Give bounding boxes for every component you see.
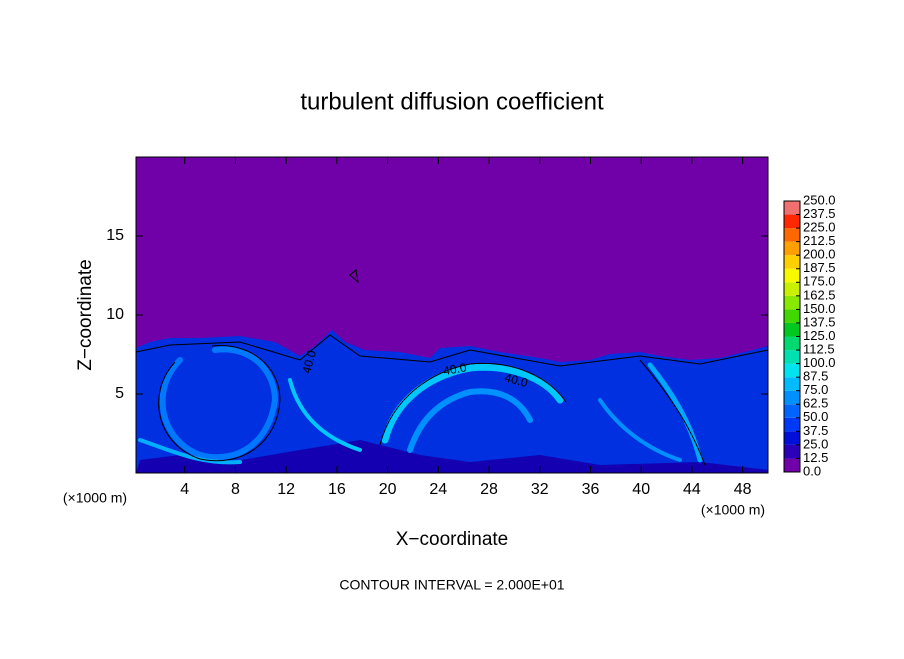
field-streaks: [138, 346, 703, 465]
colorbar-swatch: [784, 201, 800, 215]
colorbar-label: 37.5: [803, 423, 828, 438]
colorbar-label: 175.0: [803, 274, 836, 289]
field: [136, 157, 768, 473]
y-tick-label: 5: [115, 385, 124, 402]
colorbar-label: 137.5: [803, 314, 836, 329]
colorbar-swatch: [784, 377, 800, 391]
colorbar-swatch: [784, 309, 800, 323]
contour-label: 40.0: [299, 348, 319, 374]
x-unit-label: (×1000 m): [701, 502, 765, 518]
chart-title: turbulent diffusion coefficient: [300, 88, 604, 115]
colorbar-swatch: [784, 214, 800, 229]
colorbar-label: 237.5: [803, 206, 836, 221]
x-tick-label: 4: [180, 481, 189, 498]
y-axis-label: Z−coordinate: [75, 259, 96, 370]
colorbar-label: 125.0: [803, 328, 836, 343]
colorbar-label: 112.5: [803, 341, 835, 356]
contour-lines: [136, 269, 768, 466]
colorbar-label: 100.0: [803, 355, 836, 370]
y-tick-label: 15: [106, 227, 124, 244]
colorbar-swatch: [784, 255, 800, 269]
colorbar-label: 225.0: [803, 220, 836, 235]
colorbar-label: 25.0: [803, 436, 828, 451]
colorbar-label: 162.5: [803, 287, 836, 302]
x-tick-label: 36: [582, 481, 600, 498]
colorbar-label: 200.0: [803, 247, 836, 262]
footnote: CONTOUR INTERVAL = 2.000E+01: [339, 577, 564, 593]
contour-label: 40.0: [503, 370, 529, 390]
colorbar-swatch: [784, 363, 800, 378]
x-axis-label: X−coordinate: [396, 529, 509, 550]
colorbar-swatch: [784, 241, 800, 256]
x-tick-label: 20: [379, 481, 397, 498]
x-tick-label: 24: [429, 481, 447, 498]
x-tick-label: 16: [328, 481, 346, 498]
colorbar-label: 87.5: [803, 369, 828, 384]
x-tick-label: 12: [277, 481, 295, 498]
x-tick-label: 48: [734, 481, 752, 498]
colorbar-label: 62.5: [803, 396, 828, 411]
colorbar-swatch: [784, 458, 800, 472]
colorbar-label: 0.0: [803, 463, 821, 478]
y-tick-label: 10: [106, 306, 124, 323]
colorbar-swatch: [784, 390, 800, 405]
colorbar-label: 50.0: [803, 409, 828, 424]
colorbar-swatch: [784, 322, 800, 337]
contour-label: 40.0: [442, 360, 468, 378]
x-tick-label: 28: [480, 481, 498, 498]
x-tick-label: 40: [632, 481, 650, 498]
colorbar-swatch: [784, 444, 800, 459]
colorbar-swatch: [784, 282, 800, 296]
colorbar-swatch: [784, 295, 800, 310]
colorbar-swatch: [784, 404, 800, 418]
x-tick-label: 32: [531, 481, 549, 498]
z-unit-label: (×1000 m): [63, 490, 127, 506]
colorbar-swatch: [784, 431, 800, 445]
colorbar-swatch: [784, 268, 800, 283]
colorbar-swatch: [784, 350, 800, 364]
colorbar: 0.012.525.037.550.062.575.087.5100.0112.…: [783, 192, 836, 478]
colorbar-label: 12.5: [803, 450, 828, 465]
colorbar-label: 212.5: [803, 233, 836, 248]
colorbar-swatch: [784, 336, 800, 351]
x-tick-label: 44: [683, 481, 701, 498]
colorbar-swatch: [784, 228, 800, 242]
colorbar-label: 250.0: [803, 192, 836, 207]
field-region: [136, 440, 768, 473]
colorbar-label: 75.0: [803, 382, 828, 397]
colorbar-label: 187.5: [803, 260, 836, 275]
colorbar-swatch: [784, 417, 800, 432]
colorbar-label: 150.0: [803, 301, 836, 316]
x-tick-label: 8: [231, 481, 240, 498]
